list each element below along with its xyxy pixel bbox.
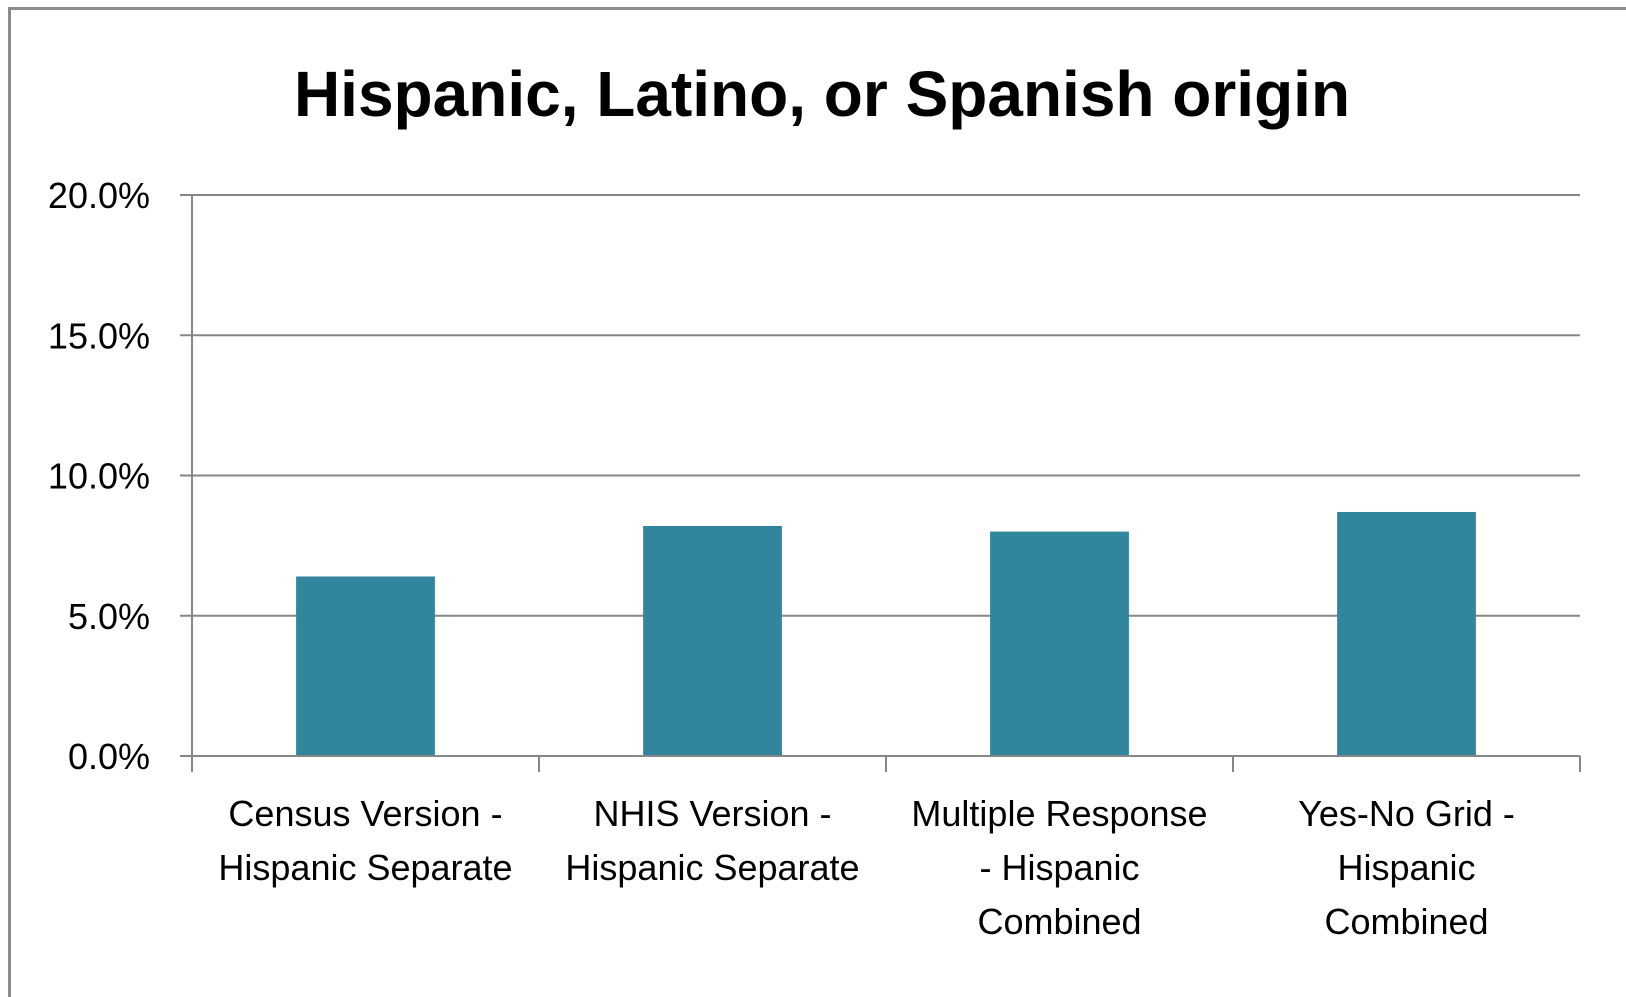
x-category-label: NHIS Version - Hispanic Separate — [565, 793, 859, 888]
bar — [296, 576, 435, 756]
y-tick-label: 0.0% — [68, 736, 150, 777]
x-category-label-line: NHIS Version - — [593, 793, 831, 834]
y-tick-label: 5.0% — [68, 596, 150, 637]
y-tick-label: 20.0% — [48, 175, 150, 216]
bar — [643, 525, 782, 756]
axes — [180, 194, 1581, 772]
bar-chart: Hispanic, Latino, or Spanish origin 0.0%… — [48, 58, 1581, 942]
bars — [296, 511, 1476, 756]
x-category-label-line: Hispanic — [1337, 847, 1475, 888]
y-axis-ticks: 0.0% 5.0% 10.0% 15.0% 20.0% — [48, 175, 150, 777]
x-category-label-line: Census Version - — [228, 793, 502, 834]
x-category-label-line: Hispanic Separate — [218, 847, 512, 888]
y-tick-label: 10.0% — [48, 456, 150, 497]
x-category-label-line: Combined — [1324, 901, 1488, 942]
x-category-label-line: Yes-No Grid - — [1298, 793, 1515, 834]
x-category-label-line: Combined — [977, 901, 1141, 942]
bar — [990, 531, 1129, 756]
chart-frame — [8, 7, 1626, 997]
x-category-label-line: - Hispanic — [979, 847, 1139, 888]
x-category-label: Census Version - Hispanic Separate — [218, 793, 512, 888]
x-category-label-line: Hispanic Separate — [565, 847, 859, 888]
x-category-label: Multiple Response - Hispanic Combined — [911, 793, 1207, 942]
chart-title: Hispanic, Latino, or Spanish origin — [294, 58, 1350, 130]
x-category-label: Yes-No Grid - Hispanic Combined — [1298, 793, 1515, 942]
x-category-label-line: Multiple Response — [911, 793, 1207, 834]
y-tick-label: 15.0% — [48, 315, 150, 356]
bar — [1337, 511, 1476, 756]
